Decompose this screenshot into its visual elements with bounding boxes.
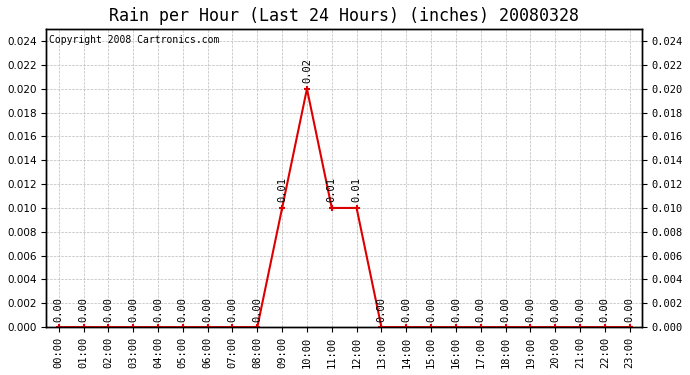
Text: 0.00: 0.00 xyxy=(500,297,511,321)
Text: 0.01: 0.01 xyxy=(277,177,287,203)
Text: 0.00: 0.00 xyxy=(104,297,113,321)
Text: 0.00: 0.00 xyxy=(402,297,411,321)
Text: 0.01: 0.01 xyxy=(352,177,362,203)
Text: 0.00: 0.00 xyxy=(451,297,461,321)
Text: 0.00: 0.00 xyxy=(128,297,138,321)
Text: 0.00: 0.00 xyxy=(253,297,262,321)
Text: 0.00: 0.00 xyxy=(550,297,560,321)
Text: 0.00: 0.00 xyxy=(624,297,635,321)
Text: 0.00: 0.00 xyxy=(228,297,237,321)
Text: 0.00: 0.00 xyxy=(153,297,163,321)
Text: 0.00: 0.00 xyxy=(203,297,213,321)
Text: 0.00: 0.00 xyxy=(525,297,535,321)
Text: 0.02: 0.02 xyxy=(302,58,312,83)
Text: 0.00: 0.00 xyxy=(54,297,63,321)
Text: 0.01: 0.01 xyxy=(327,177,337,203)
Title: Rain per Hour (Last 24 Hours) (inches) 20080328: Rain per Hour (Last 24 Hours) (inches) 2… xyxy=(109,7,579,25)
Text: 0.00: 0.00 xyxy=(377,297,386,321)
Text: 0.00: 0.00 xyxy=(178,297,188,321)
Text: 0.00: 0.00 xyxy=(600,297,610,321)
Text: 0.00: 0.00 xyxy=(79,297,88,321)
Text: 0.00: 0.00 xyxy=(426,297,436,321)
Text: 0.00: 0.00 xyxy=(575,297,585,321)
Text: Copyright 2008 Cartronics.com: Copyright 2008 Cartronics.com xyxy=(49,35,219,45)
Text: 0.00: 0.00 xyxy=(475,297,486,321)
